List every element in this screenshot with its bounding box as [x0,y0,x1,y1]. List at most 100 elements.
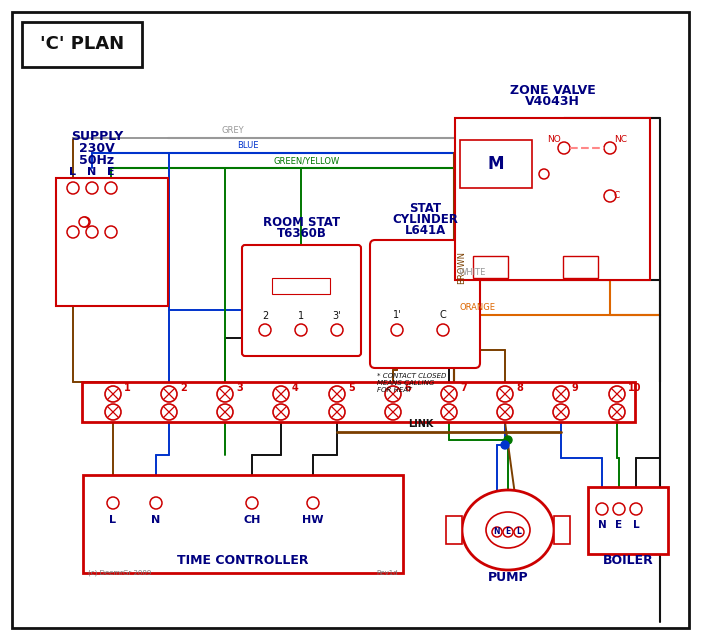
Text: 6: 6 [404,383,411,393]
Text: SUPPLY: SUPPLY [71,129,123,142]
Circle shape [604,142,616,154]
Bar [22,22,142,67]
Text: 10: 10 [628,383,642,393]
Text: NO: NO [548,135,561,144]
Text: GREY: GREY [222,126,244,135]
Circle shape [385,386,401,402]
Text: 1: 1 [124,383,131,393]
Text: 3': 3' [333,311,341,321]
Circle shape [161,386,177,402]
Circle shape [329,386,345,402]
Circle shape [441,386,457,402]
Bar [588,487,668,554]
Circle shape [497,404,513,420]
Text: 7: 7 [460,383,467,393]
Circle shape [246,497,258,509]
Text: 'C' PLAN: 'C' PLAN [40,35,124,53]
Text: TIME CONTROLLER: TIME CONTROLLER [177,554,309,567]
Circle shape [105,404,121,420]
Circle shape [329,404,345,420]
Circle shape [492,527,502,537]
Text: L641A: L641A [404,224,446,237]
Text: L: L [633,520,640,530]
Bar [272,278,330,294]
Bar [82,382,635,422]
Text: ROOM STAT: ROOM STAT [263,216,340,229]
Circle shape [441,404,457,420]
Circle shape [504,436,512,444]
Text: LINK: LINK [409,419,434,429]
Text: 8: 8 [516,383,523,393]
Text: ZONE VALVE: ZONE VALVE [510,84,595,97]
Text: (c) DeemrGr 2009: (c) DeemrGr 2009 [88,570,152,576]
Text: GREEN/YELLOW: GREEN/YELLOW [273,156,339,165]
Text: NC: NC [614,135,627,144]
Circle shape [596,503,608,515]
Circle shape [558,142,570,154]
Circle shape [161,404,177,420]
Text: HW: HW [303,515,324,525]
Text: 2: 2 [180,383,187,393]
Circle shape [604,190,616,202]
Circle shape [86,226,98,238]
Text: V4043H: V4043H [525,95,580,108]
Text: 1': 1' [392,310,402,320]
Text: M: M [488,155,504,173]
Text: L: L [517,528,522,537]
Bar [473,256,508,278]
Circle shape [105,226,117,238]
Bar [563,256,598,278]
Circle shape [217,386,233,402]
Bar [460,140,532,188]
Circle shape [80,217,90,227]
Text: Rev1d: Rev1d [376,570,398,576]
Circle shape [391,324,403,336]
Text: BROWN: BROWN [457,251,466,285]
Text: 9: 9 [572,383,578,393]
Circle shape [609,404,625,420]
Text: BLUE: BLUE [237,141,258,150]
Circle shape [259,324,271,336]
Circle shape [553,386,569,402]
Circle shape [630,503,642,515]
Text: CH: CH [244,515,260,525]
Ellipse shape [462,490,554,570]
Circle shape [67,226,79,238]
Text: E: E [505,528,510,537]
Bar [455,118,650,280]
Circle shape [501,441,509,449]
Text: BOILER: BOILER [602,554,654,567]
Text: WHITE: WHITE [459,268,486,277]
Circle shape [273,404,289,420]
Circle shape [437,324,449,336]
Circle shape [503,527,513,537]
Circle shape [105,182,117,194]
Circle shape [67,182,79,194]
Circle shape [385,404,401,420]
Text: 4: 4 [292,383,299,393]
Bar [56,178,168,306]
Circle shape [514,527,524,537]
Text: 1: 1 [298,311,304,321]
Text: 3: 3 [236,383,243,393]
Text: STAT: STAT [409,202,441,215]
Text: C: C [614,192,621,201]
Circle shape [307,497,319,509]
Text: ORANGE: ORANGE [459,303,495,312]
Circle shape [86,182,98,194]
Text: 230V: 230V [79,142,115,156]
Circle shape [497,386,513,402]
Text: N: N [494,528,501,537]
Text: N: N [87,167,97,177]
Text: 5: 5 [348,383,355,393]
Text: E: E [616,520,623,530]
Text: L: L [110,515,117,525]
Text: * CONTACT CLOSED
MEANS CALLING
FOR HEAT: * CONTACT CLOSED MEANS CALLING FOR HEAT [377,373,446,393]
Text: T6360B: T6360B [277,227,326,240]
FancyBboxPatch shape [242,245,361,356]
Circle shape [217,404,233,420]
Circle shape [273,386,289,402]
Circle shape [613,503,625,515]
Text: N: N [152,515,161,525]
Bar [446,516,462,544]
